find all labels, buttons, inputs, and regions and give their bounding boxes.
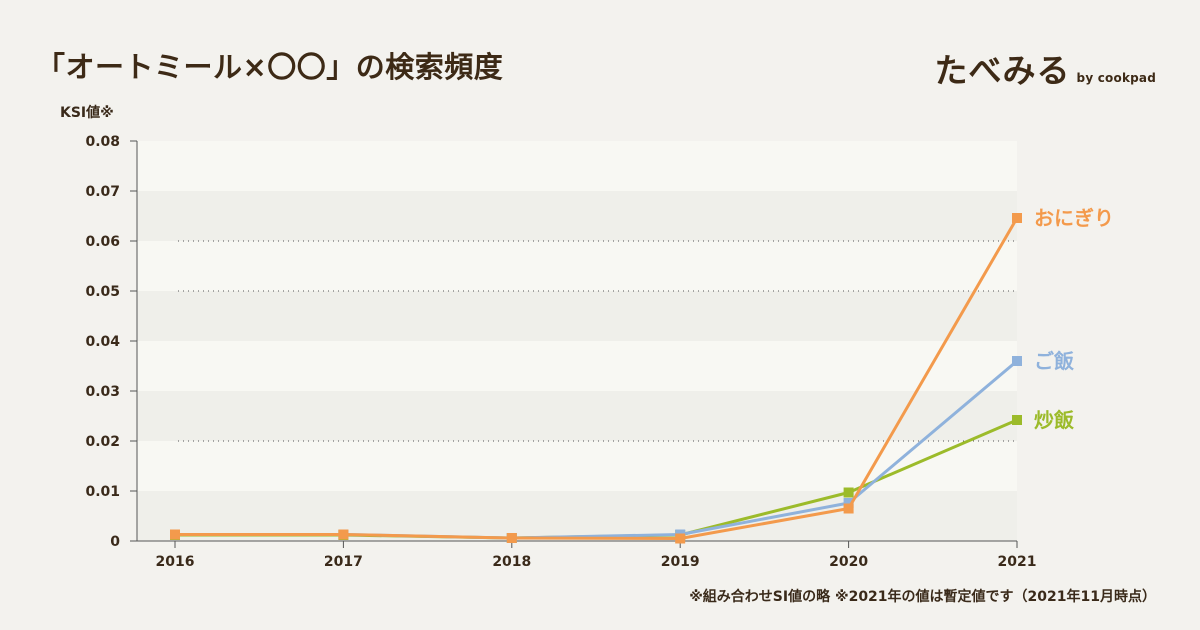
series-lines	[170, 213, 1022, 544]
x-tick-label: 2021	[998, 554, 1037, 570]
series-line	[175, 217, 1019, 540]
data-point	[843, 487, 854, 498]
band	[137, 241, 1017, 291]
background-bands	[137, 141, 1017, 541]
band	[137, 341, 1017, 391]
footnote: ※組み合わせSI値の略 ※2021年の値は暫定値です（2021年11月時点）	[689, 589, 1156, 605]
series-label: 炒飯	[1034, 408, 1074, 432]
series-label: おにぎり	[1034, 206, 1114, 230]
brand-logo: たべみる by cookpad	[935, 44, 1156, 92]
band	[137, 141, 1017, 191]
band	[137, 491, 1017, 541]
y-tick-label: 0	[110, 534, 120, 550]
y-tick-label: 0.06	[85, 234, 120, 250]
y-tick-label: 0.04	[85, 334, 120, 350]
data-point	[170, 529, 180, 540]
x-tick-label: 2016	[156, 554, 195, 570]
axes	[130, 140, 1018, 548]
y-tick-label: 0.05	[85, 284, 120, 300]
band	[137, 291, 1017, 341]
brand-name: たべみる	[934, 51, 1071, 90]
band	[137, 191, 1017, 241]
x-tick-label: 2017	[324, 554, 363, 570]
x-tick-label: 2020	[829, 554, 868, 570]
data-point	[506, 533, 517, 543]
data-point	[1012, 213, 1022, 223]
data-point	[1012, 356, 1022, 366]
brand-by-cookpad: by cookpad	[1076, 71, 1156, 85]
x-tick-label: 2019	[661, 554, 700, 570]
chart-title: 「オートミール×〇〇」の検索頻度	[36, 50, 504, 84]
data-point	[338, 529, 349, 540]
y-tick-label: 0.02	[85, 434, 120, 450]
y-tick-label: 0.08	[85, 134, 120, 150]
data-point	[843, 503, 854, 514]
x-tick-labels: 2016 2017 2018 2019 2020 2021	[156, 554, 1037, 570]
y-tick-label: 0.07	[85, 184, 120, 200]
data-point	[1012, 415, 1022, 425]
band	[137, 391, 1017, 441]
data-point	[843, 498, 854, 508]
x-tick-label: 2018	[492, 554, 531, 570]
y-tick-label: 0.03	[85, 384, 120, 400]
series-label: ご飯	[1034, 349, 1074, 373]
y-axis-label: KSI値※	[60, 105, 114, 121]
y-tick-label: 0.01	[85, 484, 120, 500]
data-point	[675, 533, 686, 544]
y-tick-labels: 0 0.01 0.02 0.03 0.04 0.05 0.06 0.07 0.08	[85, 134, 120, 550]
